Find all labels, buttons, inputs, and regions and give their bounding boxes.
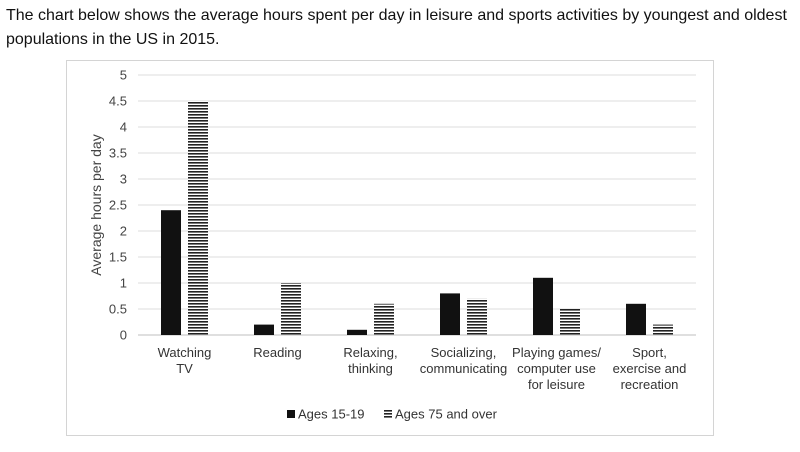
x-category-label: exercise and [613, 361, 687, 376]
bar-ages-75-and-over-2 [374, 303, 394, 335]
y-tick-label: 3.5 [109, 146, 127, 161]
legend: Ages 15-19 Ages 75 and over [287, 407, 498, 422]
y-tick-label: 4.5 [109, 94, 127, 109]
bar-ages-15-19-1 [254, 324, 274, 335]
legend-swatch-striped [384, 410, 392, 418]
legend-swatch-stripe [384, 410, 392, 412]
bar-ages-15-19-0 [161, 210, 181, 335]
x-category-label: communicating [420, 361, 507, 376]
y-tick-label: 1.5 [109, 250, 127, 265]
bar-ages-15-19-3 [440, 293, 460, 335]
x-category-label: Watching [158, 345, 212, 360]
bar-ages-75-and-over-5 [653, 324, 673, 335]
legend-label: Ages 75 and over [395, 407, 498, 422]
y-tick-label: 2 [120, 224, 127, 239]
chart-caption: The chart below shows the average hours … [6, 7, 787, 48]
legend-swatch-solid [287, 410, 295, 418]
x-category-label: Sport, [632, 345, 667, 360]
bar-ages-75-and-over-4 [560, 309, 580, 335]
x-category-label: thinking [348, 361, 393, 376]
x-category-label: recreation [621, 377, 679, 392]
bars [161, 101, 673, 335]
y-tick-label: 0 [120, 328, 127, 343]
y-tick-label: 1 [120, 276, 127, 291]
legend-swatch-stripe [384, 416, 392, 418]
x-category-label: Playing games/ [512, 345, 601, 360]
bar-ages-15-19-2 [347, 329, 367, 335]
y-tick-label: 3 [120, 172, 127, 187]
bar-ages-75-and-over-0 [188, 101, 208, 335]
legend-label: Ages 15-19 [298, 407, 365, 422]
x-category-label: Reading [253, 345, 301, 360]
y-tick-label: 4 [120, 120, 127, 135]
gridlines [138, 74, 696, 336]
bar-ages-15-19-5 [626, 303, 646, 335]
x-category-label: for leisure [528, 377, 585, 392]
y-axis-title: Average hours per day [88, 134, 104, 275]
bar-ages-15-19-4 [533, 277, 553, 335]
bar-ages-75-and-over-1 [281, 283, 301, 335]
x-category-label: TV [176, 361, 193, 376]
bar-ages-75-and-over-3 [467, 298, 487, 335]
legend-swatch-stripe [384, 413, 392, 415]
axis-labels: 0 0.5 1 1.5 2 2.5 3 3.5 4 4.5 5 Average hours per d… [88, 68, 686, 393]
y-tick-label: 2.5 [109, 198, 127, 213]
y-tick-label: 0.5 [109, 302, 127, 317]
x-category-label: Relaxing, [343, 345, 397, 360]
y-tick-label: 5 [120, 68, 127, 83]
x-category-label: computer use [517, 361, 596, 376]
x-category-label: Socializing, [431, 345, 497, 360]
